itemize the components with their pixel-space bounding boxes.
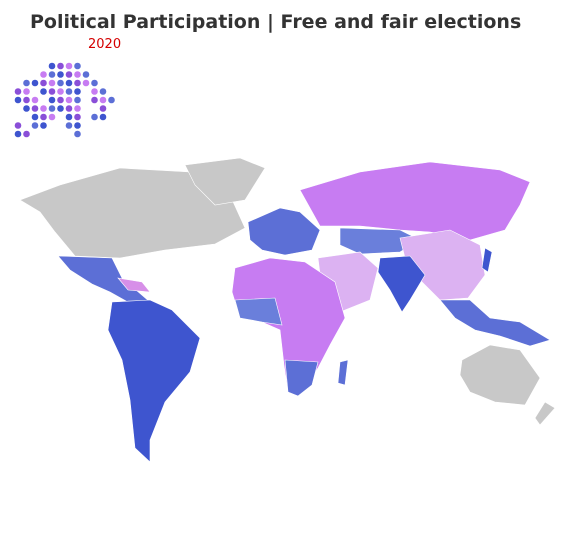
logo-dot: [65, 79, 73, 87]
logo-dot: [65, 122, 73, 129]
logo-dot: [40, 88, 47, 95]
greenland: [184, 157, 266, 206]
australia: [459, 344, 541, 406]
logo-dot: [65, 88, 73, 95]
logo-dot: [14, 130, 22, 138]
logo-dot: [14, 96, 22, 104]
logo-dot: [31, 105, 39, 112]
logo-dot: [31, 79, 39, 87]
north-america: [19, 167, 246, 259]
logo-dot: [23, 105, 30, 112]
logo-dot: [48, 71, 56, 78]
logo-dot: [99, 96, 107, 104]
logo-dot: [57, 71, 64, 78]
logo-dot: [57, 96, 64, 104]
logo-dot: [82, 79, 90, 87]
logo-dot: [65, 113, 73, 121]
title: Political Participation | Free and fair …: [30, 11, 521, 33]
central-asia: [339, 227, 421, 255]
logo-dot: [48, 96, 56, 104]
logo-dot: [57, 79, 64, 87]
logo-dot: [23, 79, 30, 87]
logo-dot: [74, 62, 81, 70]
logo-dot: [74, 79, 81, 87]
logo-dot: [74, 71, 81, 78]
logo-dot: [99, 88, 107, 95]
logo-dot: [40, 71, 47, 78]
logo-dot: [57, 88, 64, 95]
logo-dot: [57, 105, 64, 112]
logo-dot: [23, 130, 30, 138]
logo-dot: [74, 96, 81, 104]
europe: [247, 207, 321, 256]
logo-dot: [82, 71, 90, 78]
world-map: [19, 157, 556, 463]
logo: [14, 62, 115, 138]
logo-dot: [40, 105, 47, 112]
russia: [299, 161, 531, 241]
logo-dot: [74, 122, 81, 129]
logo-dot: [48, 88, 56, 95]
logo-dot: [31, 96, 39, 104]
logo-dot: [74, 105, 81, 112]
madagascar: [337, 359, 349, 386]
logo-dot: [74, 113, 81, 121]
caribbean: [117, 277, 151, 293]
logo-dot: [74, 88, 81, 95]
logo-dot: [23, 96, 30, 104]
logo-dot: [31, 113, 39, 121]
logo-dot: [14, 122, 22, 129]
logo-dot: [65, 71, 73, 78]
japan: [481, 247, 493, 273]
logo-dot: [40, 79, 47, 87]
logo-dot: [91, 96, 98, 104]
logo-dot: [108, 96, 115, 104]
logo-dot: [65, 105, 73, 112]
logo-dot: [14, 88, 22, 95]
logo-dot: [31, 122, 39, 129]
india: [377, 255, 426, 313]
logo-dot: [65, 96, 73, 104]
logo-dot: [48, 79, 56, 87]
logo-dot: [74, 130, 81, 138]
logo-dot: [99, 113, 107, 121]
new-zealand: [534, 401, 556, 426]
logo-dot: [91, 88, 98, 95]
logo-dot: [23, 88, 30, 95]
logo-dot: [91, 79, 98, 87]
logo-dot: [57, 62, 64, 70]
logo-dot: [99, 105, 107, 112]
logo-dot: [40, 113, 47, 121]
logo-dot: [48, 113, 56, 121]
logo-dot: [48, 105, 56, 112]
southern-africa: [284, 359, 319, 397]
year: 2020: [88, 37, 121, 52]
logo-dot: [91, 113, 98, 121]
west-africa: [234, 297, 283, 326]
southeast-asia: [439, 299, 551, 347]
south-america: [107, 299, 201, 463]
logo-dot: [65, 62, 73, 70]
logo-dot: [40, 122, 47, 129]
logo-dot: [48, 62, 56, 70]
